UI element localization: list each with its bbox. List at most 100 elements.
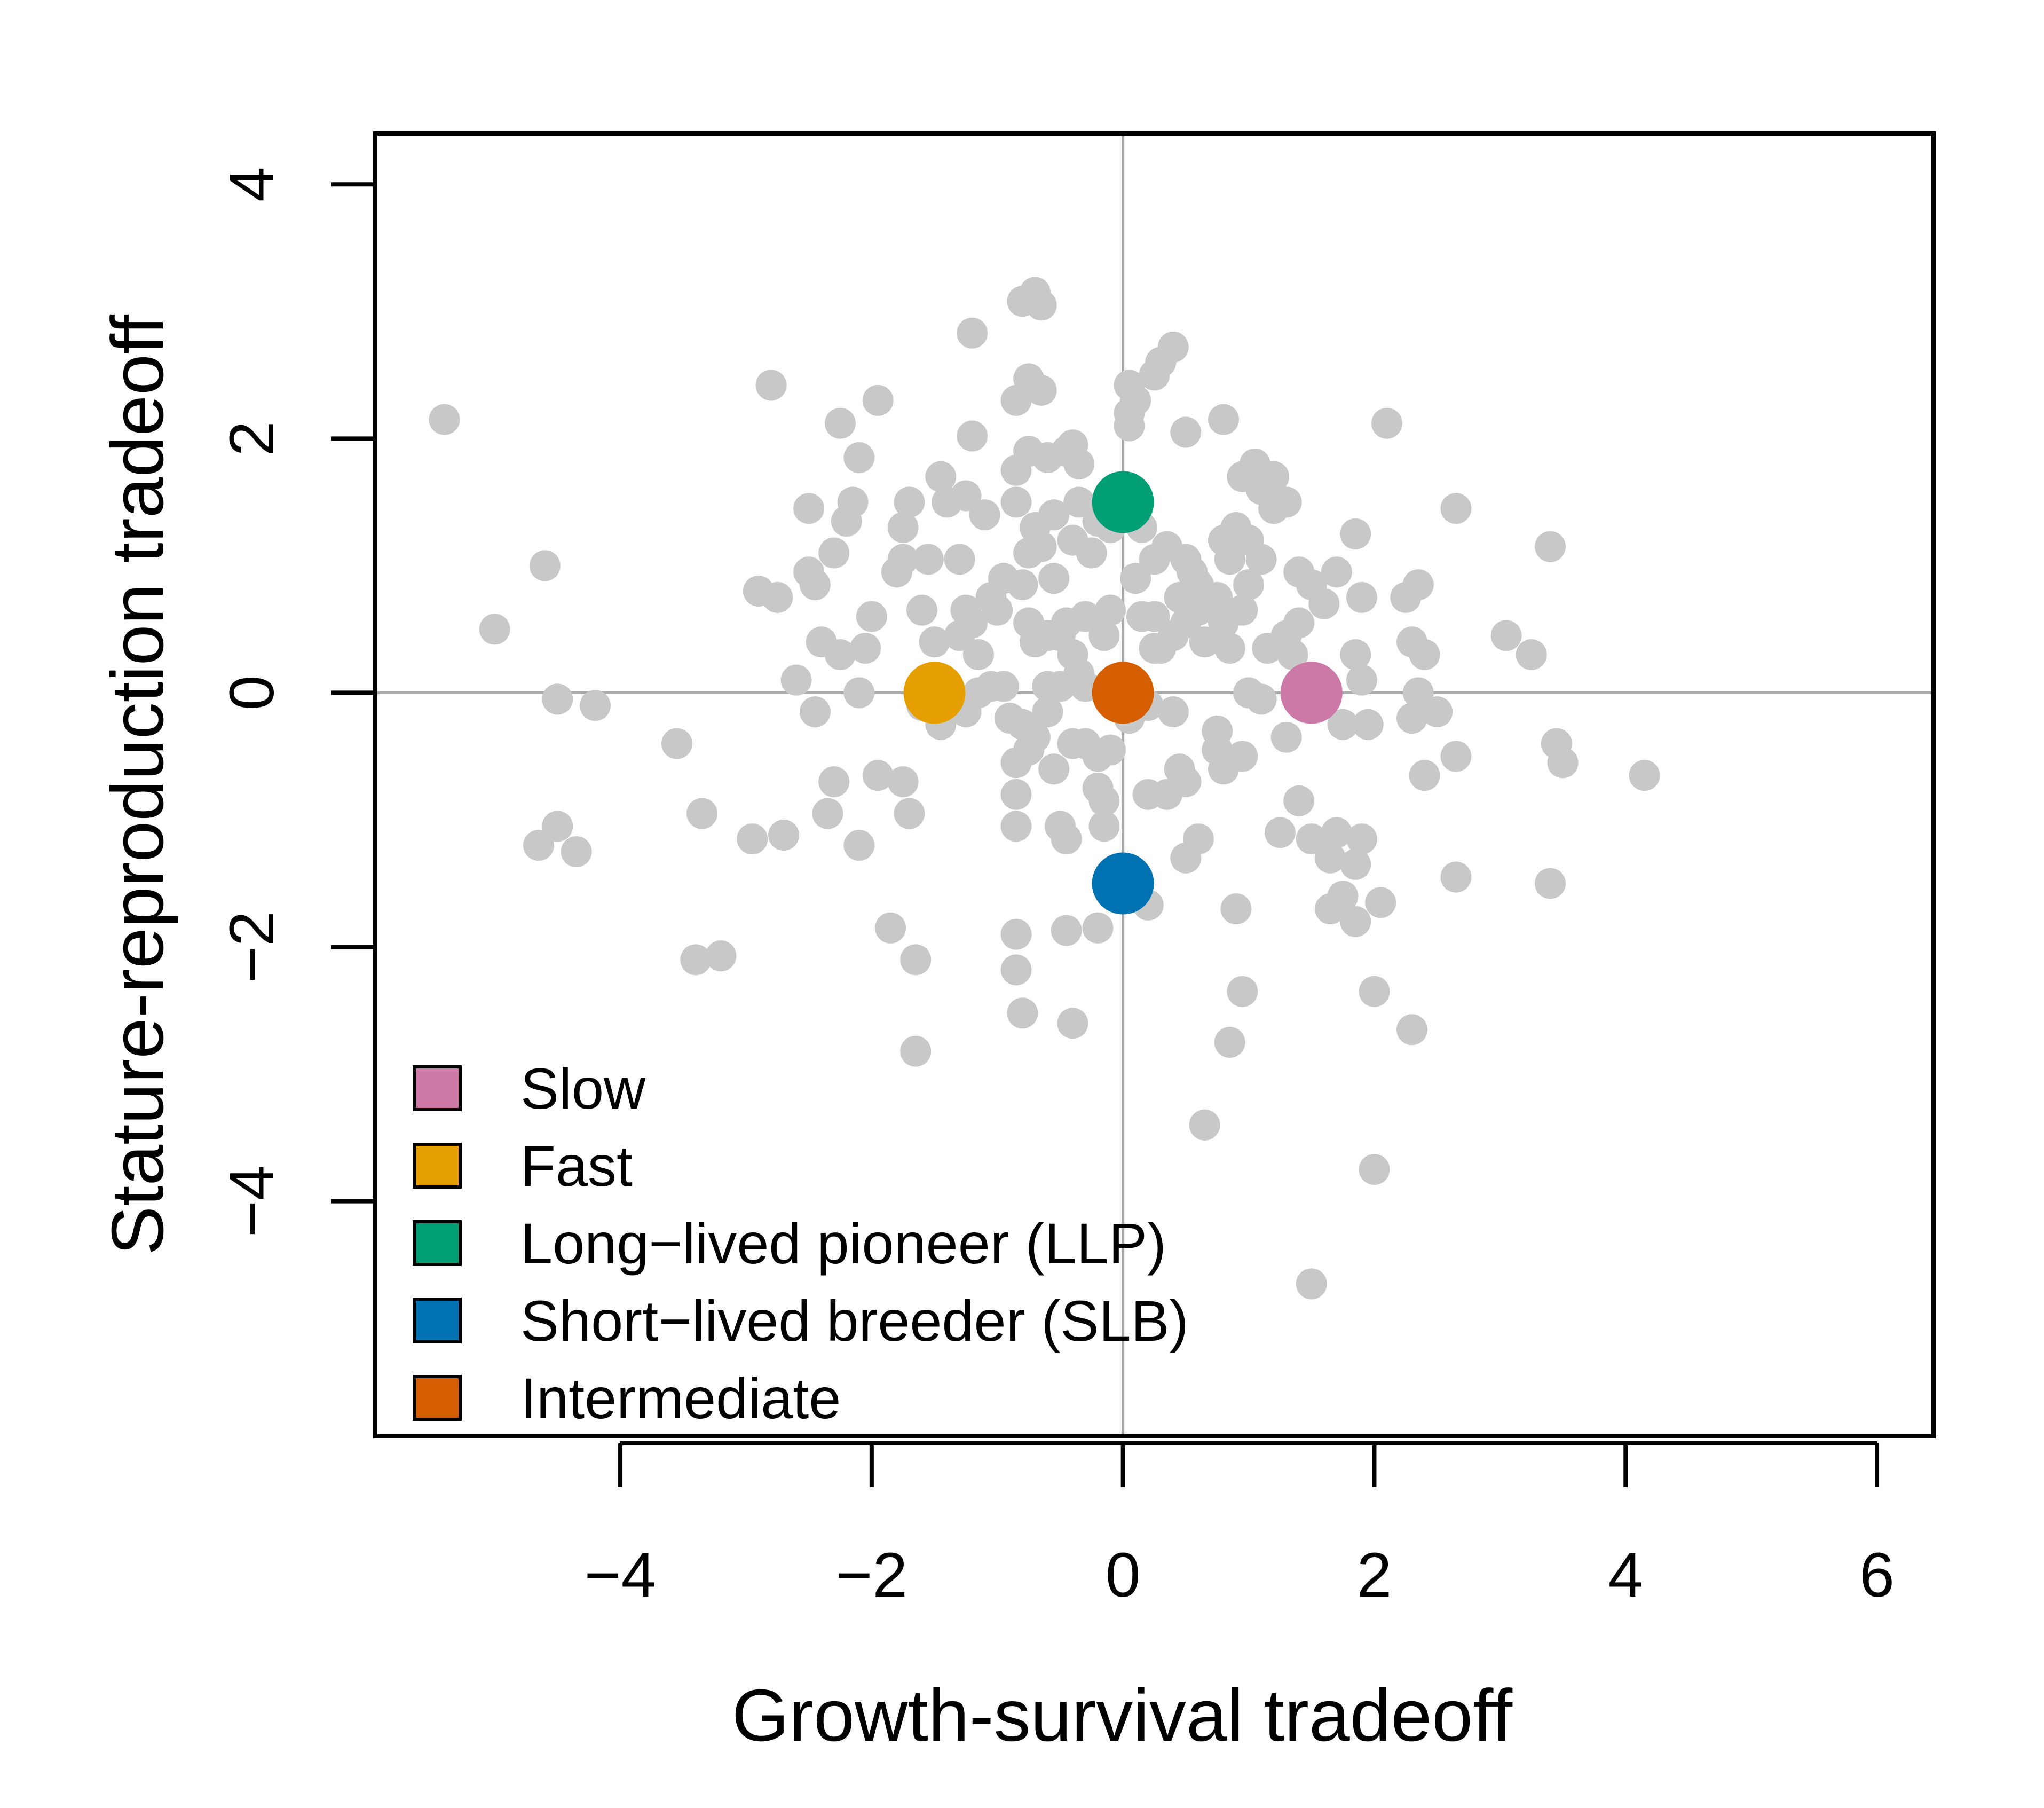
species-point <box>1063 486 1095 518</box>
species-point <box>1321 817 1352 848</box>
species-point <box>962 639 994 670</box>
species-point <box>1346 664 1377 696</box>
species-point <box>1547 747 1579 779</box>
species-point <box>1340 639 1371 670</box>
species-point <box>818 537 850 569</box>
species-point <box>1157 331 1189 363</box>
species-point <box>1000 918 1032 950</box>
strategy-point-short-lived-breeder-slb <box>1092 852 1154 915</box>
species-point <box>1227 976 1258 1007</box>
x-tick-label: −2 <box>836 1540 908 1610</box>
species-point <box>894 486 925 518</box>
strategy-point-slow <box>1280 662 1343 724</box>
species-point <box>1170 544 1202 575</box>
species-point <box>737 823 768 855</box>
species-point <box>862 384 894 416</box>
species-point <box>850 633 881 664</box>
species-point <box>957 607 988 639</box>
species-point <box>1396 1014 1428 1046</box>
species-point <box>1327 709 1359 740</box>
species-point <box>1202 715 1233 746</box>
species-point <box>1535 868 1566 899</box>
species-point <box>1516 639 1547 670</box>
x-tick-label: −4 <box>585 1540 657 1610</box>
species-point <box>824 407 856 439</box>
species-point <box>957 317 988 349</box>
species-point <box>1000 779 1032 810</box>
species-point <box>1258 461 1290 492</box>
species-point <box>529 550 561 581</box>
species-point <box>1000 811 1032 842</box>
species-point <box>1409 639 1440 670</box>
strategy-points <box>903 471 1343 915</box>
species-point <box>1076 537 1107 569</box>
species-point <box>1000 954 1032 986</box>
species-point <box>1038 753 1070 785</box>
species-point <box>1440 741 1472 772</box>
species-point <box>1095 594 1126 626</box>
legend-label: Slow <box>520 1056 646 1121</box>
species-point <box>1340 518 1371 549</box>
species-point <box>755 370 787 401</box>
legend-swatch <box>413 1143 462 1189</box>
species-point <box>950 480 982 512</box>
y-axis-title: Stature-reproduction tradeoff <box>97 314 179 1255</box>
species-point <box>542 683 573 715</box>
species-point <box>1315 842 1346 874</box>
species-point <box>1139 601 1170 632</box>
species-point <box>1346 581 1377 613</box>
x-tick-label: 4 <box>1608 1540 1643 1610</box>
species-point <box>1070 601 1101 632</box>
species-point <box>1214 633 1245 664</box>
species-point <box>1227 594 1258 626</box>
species-point <box>1051 915 1082 946</box>
species-point <box>1082 912 1114 944</box>
species-point <box>1490 620 1522 651</box>
legend-swatch <box>413 1375 462 1421</box>
species-point <box>561 836 592 867</box>
species-point <box>1402 569 1434 601</box>
species-point <box>1088 785 1120 816</box>
species-point <box>1202 581 1233 613</box>
species-point <box>1359 976 1390 1007</box>
species-point <box>1340 906 1371 937</box>
species-point <box>1258 493 1290 524</box>
species-point <box>1170 842 1202 874</box>
species-point <box>579 690 611 721</box>
species-point <box>919 626 950 658</box>
species-point <box>1132 779 1164 810</box>
x-axis-title: Growth-survival tradeoff <box>732 1675 1513 1757</box>
species-point <box>1025 289 1057 321</box>
species-point <box>1315 893 1346 925</box>
species-point <box>912 544 944 575</box>
species-point <box>969 499 1000 531</box>
legend-label: Fast <box>520 1134 633 1198</box>
species-point <box>1051 823 1082 855</box>
species-point <box>1270 721 1302 753</box>
species-point <box>1088 811 1120 842</box>
species-point <box>957 420 988 452</box>
species-point <box>1245 544 1277 575</box>
species-point <box>1170 416 1202 448</box>
species-point <box>1032 671 1063 702</box>
species-point <box>1346 823 1377 855</box>
x-tick-label: 6 <box>1859 1540 1895 1610</box>
species-point <box>1139 633 1170 664</box>
species-point <box>793 493 825 524</box>
species-points <box>429 277 1660 1300</box>
species-point <box>875 912 906 944</box>
strategy-point-intermediate <box>1092 662 1154 724</box>
legend: Slow Fast Long−lived pioneer (LLP) Short−li… <box>413 1056 1189 1430</box>
species-point <box>837 486 869 518</box>
species-point <box>479 614 510 645</box>
species-point <box>705 940 737 972</box>
species-point <box>843 677 875 709</box>
legend-swatch <box>413 1065 462 1111</box>
strategy-point-long-lived-pioneer-llp <box>1092 471 1154 533</box>
species-point <box>1440 493 1472 524</box>
species-point <box>1095 734 1126 766</box>
species-point <box>1019 721 1051 753</box>
y-tick-label: 4 <box>217 167 287 202</box>
species-point <box>1352 709 1384 740</box>
